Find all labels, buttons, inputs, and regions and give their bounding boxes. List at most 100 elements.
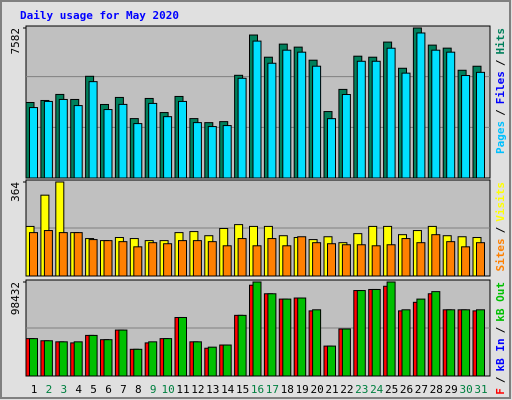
y-tick-label: 98432	[9, 282, 22, 315]
bar	[341, 244, 351, 277]
bar	[29, 232, 38, 277]
bar	[222, 245, 232, 277]
x-tick-label: 25	[385, 383, 398, 396]
legend-entry: /	[494, 326, 507, 333]
bar	[461, 75, 471, 179]
bar	[163, 243, 173, 277]
x-tick-label: 15	[236, 383, 249, 396]
y-tick-label: 364	[9, 182, 22, 202]
legend-entry: kB F	[494, 388, 507, 400]
bar	[401, 309, 411, 377]
bar	[58, 341, 68, 377]
legend: Sites / Visits	[494, 182, 507, 272]
x-tick-label: 23	[355, 383, 368, 396]
bar	[446, 309, 456, 377]
bar	[58, 98, 68, 179]
bar	[267, 238, 277, 277]
legend-entry: Pages	[494, 121, 507, 154]
bar	[133, 348, 143, 377]
x-tick-label: 16	[251, 383, 264, 396]
legend-entry: Visits	[494, 182, 507, 222]
chart-title: Daily usage for May 2020	[20, 9, 179, 22]
bar	[401, 238, 411, 277]
bar	[88, 239, 98, 277]
bar	[237, 77, 247, 179]
legend-entry: kB In	[494, 338, 507, 371]
bar	[446, 51, 456, 179]
bar	[356, 290, 366, 377]
legend-entry: Files	[494, 71, 507, 104]
bar	[356, 244, 366, 277]
bar	[297, 297, 307, 377]
bar	[163, 338, 173, 377]
legend-entry: /	[494, 59, 507, 66]
bar	[461, 246, 471, 277]
bar	[148, 242, 158, 277]
bar	[312, 309, 322, 377]
bar	[118, 329, 128, 377]
x-tick-label: 29	[445, 383, 458, 396]
bar	[178, 100, 187, 179]
bar	[476, 242, 485, 277]
bar	[327, 243, 336, 277]
x-tick-label: 5	[90, 383, 97, 396]
x-tick-label: 17	[266, 383, 279, 396]
bar	[252, 245, 262, 277]
legend-entry: Sites	[494, 238, 507, 271]
x-tick-label: 11	[176, 383, 189, 396]
x-tick-label: 22	[340, 383, 353, 396]
bar	[461, 309, 471, 377]
bar	[267, 62, 277, 179]
bar	[192, 240, 202, 277]
x-tick-label: 3	[60, 383, 67, 396]
legend-entry: /	[494, 109, 507, 116]
x-tick-label: 28	[430, 383, 443, 396]
bar	[133, 246, 143, 277]
x-tick-label: 9	[150, 383, 157, 396]
bar	[43, 100, 53, 179]
bar	[133, 123, 143, 179]
bar	[431, 49, 441, 179]
x-tick-label: 1	[31, 383, 38, 396]
x-tick-label: 26	[400, 383, 413, 396]
bar	[73, 341, 83, 377]
bar	[431, 234, 441, 277]
bar	[386, 281, 396, 377]
bar	[267, 293, 277, 377]
x-tick-label: 13	[206, 383, 219, 396]
legend: kB F / kB In / kB Out	[494, 282, 507, 400]
bar	[118, 241, 128, 277]
bar	[178, 240, 187, 277]
bar	[327, 118, 336, 179]
bar	[148, 341, 158, 377]
bar	[356, 60, 366, 179]
legend-entry: Hits	[494, 28, 507, 55]
bar	[386, 47, 396, 179]
bar	[103, 339, 113, 377]
bar	[73, 105, 83, 179]
bar	[476, 309, 485, 377]
bar	[371, 60, 381, 179]
bar	[178, 316, 187, 377]
bar	[282, 298, 292, 377]
bar	[237, 314, 247, 377]
legend-entry: kB Out	[494, 282, 507, 322]
bar	[43, 230, 53, 277]
x-tick-label: 31	[474, 383, 487, 396]
x-tick-label: 4	[75, 383, 82, 396]
bar	[43, 340, 53, 377]
bar	[207, 126, 217, 179]
bar	[416, 298, 426, 377]
bar	[371, 245, 381, 277]
bar	[282, 245, 292, 277]
bar	[222, 344, 232, 377]
x-tick-label: 7	[120, 383, 127, 396]
bar	[416, 32, 426, 179]
bar	[103, 109, 113, 179]
bar	[58, 232, 68, 277]
bar	[312, 242, 322, 277]
x-tick-label: 14	[221, 383, 235, 396]
bar	[163, 116, 173, 179]
